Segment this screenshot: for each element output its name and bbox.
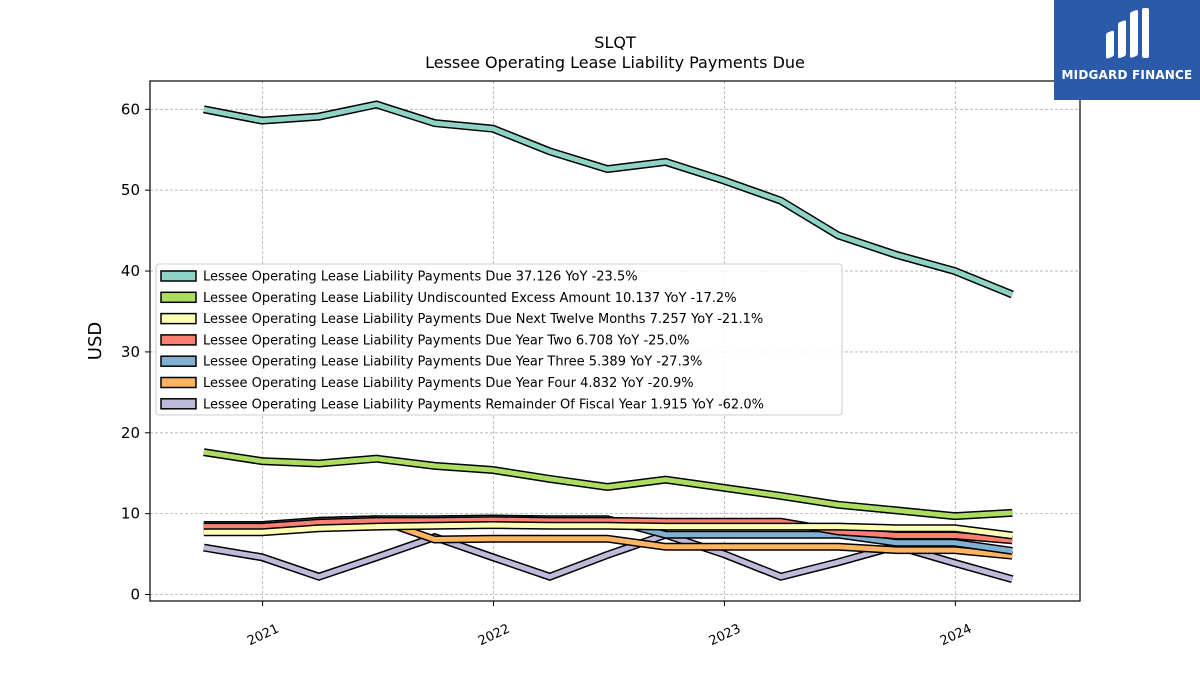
series-line bbox=[203, 448, 1013, 521]
legend-box bbox=[155, 263, 843, 416]
legend-entry: Lessee Operating Lease Liability Payment… bbox=[160, 270, 638, 285]
y-tick-label: 10 bbox=[121, 505, 140, 523]
y-tick-label: 0 bbox=[130, 586, 140, 604]
y-tick-label: 30 bbox=[121, 343, 140, 361]
legend-entry: Lessee Operating Lease Liability Payment… bbox=[160, 333, 689, 348]
series-stroke bbox=[203, 449, 1013, 519]
legend-label: Lessee Operating Lease Liability Payment… bbox=[203, 312, 763, 327]
chart-title: SLQT bbox=[594, 33, 636, 52]
series-line bbox=[203, 516, 1013, 545]
legend-swatch bbox=[160, 398, 197, 410]
series-layer bbox=[203, 100, 1014, 584]
series-stroke bbox=[203, 101, 1014, 297]
legend: Lessee Operating Lease Liability Payment… bbox=[155, 263, 843, 416]
x-tick-label: 2024 bbox=[938, 622, 974, 650]
legend-swatch bbox=[160, 334, 197, 346]
legend-swatch bbox=[160, 270, 197, 282]
x-tick-label: 2021 bbox=[245, 622, 281, 650]
logo-mark-icon bbox=[1106, 8, 1149, 59]
legend-swatch bbox=[160, 355, 197, 367]
legend-label: Lessee Operating Lease Liability Payment… bbox=[203, 376, 694, 391]
plot-area bbox=[149, 80, 1081, 602]
legend-label: Lessee Operating Lease Liability Payment… bbox=[203, 333, 689, 348]
y-tick-label: 50 bbox=[121, 181, 140, 199]
legend-label: Lessee Operating Lease Liability Payment… bbox=[203, 397, 764, 412]
midgard-finance-logo: MIDGARD FINANCE bbox=[1054, 0, 1200, 100]
chart-subtitle: Lessee Operating Lease Liability Payment… bbox=[425, 53, 805, 72]
legend-entry: Lessee Operating Lease Liability Payment… bbox=[160, 376, 694, 391]
legend-swatch bbox=[160, 291, 197, 304]
x-axis: 2021 2022 2023 2024 bbox=[245, 601, 974, 649]
legend-entry: Lessee Operating Lease Liability Undisco… bbox=[160, 291, 737, 306]
series-line bbox=[203, 100, 1014, 299]
legend-swatch bbox=[160, 312, 197, 325]
series-stroke bbox=[203, 522, 1013, 538]
series-stroke bbox=[203, 517, 1013, 543]
series-line bbox=[203, 520, 1013, 540]
x-tick-label: 2022 bbox=[476, 622, 512, 650]
legend-entry: Lessee Operating Lease Liability Payment… bbox=[160, 312, 763, 327]
legend-swatch bbox=[160, 376, 197, 389]
legend-label: Lessee Operating Lease Liability Payment… bbox=[203, 270, 638, 285]
y-tick-label: 20 bbox=[121, 424, 140, 442]
y-axis: 0 10 20 30 40 50 60 bbox=[121, 100, 150, 604]
y-axis-label: USD bbox=[85, 322, 106, 360]
y-tick-label: 60 bbox=[121, 100, 140, 118]
logo-text: MIDGARD FINANCE bbox=[1061, 68, 1193, 82]
legend-entry: Lessee Operating Lease Liability Payment… bbox=[160, 355, 702, 370]
legend-label: Lessee Operating Lease Liability Undisco… bbox=[203, 291, 737, 306]
legend-entry: Lessee Operating Lease Liability Payment… bbox=[160, 397, 764, 412]
legend-label: Lessee Operating Lease Liability Payment… bbox=[203, 355, 702, 370]
x-tick-label: 2023 bbox=[707, 622, 743, 650]
y-tick-label: 40 bbox=[121, 262, 140, 280]
